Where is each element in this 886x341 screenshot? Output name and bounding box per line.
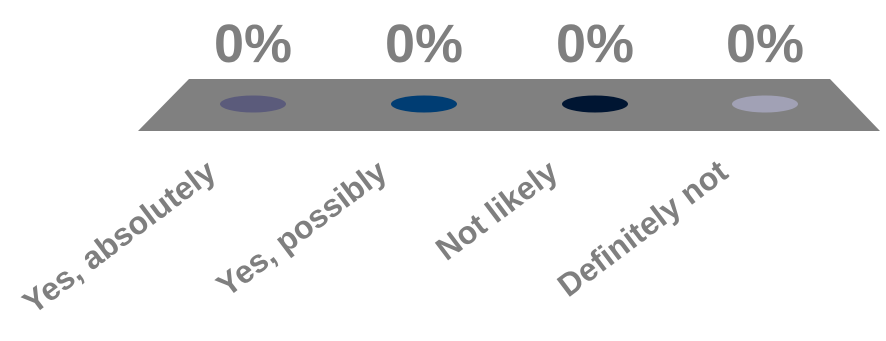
- bar-top: [732, 95, 798, 113]
- value-label: 0%: [385, 14, 463, 74]
- bar-top: [562, 95, 628, 113]
- category-label: Yes, absolutely: [16, 153, 222, 321]
- value-label: 0%: [214, 14, 292, 74]
- value-label: 0%: [726, 14, 804, 74]
- category-label: Yes, possibly: [210, 153, 394, 304]
- value-label: 0%: [556, 14, 634, 74]
- bar-top: [220, 95, 286, 113]
- chart-floor: [138, 79, 880, 131]
- category-label: Not likely: [429, 153, 564, 267]
- chart-marks: 0% Yes, absolutely 0% Yes, possibly 0% Not li…: [16, 14, 804, 321]
- category-label: Definitely not: [551, 153, 735, 304]
- bar-top: [391, 95, 457, 113]
